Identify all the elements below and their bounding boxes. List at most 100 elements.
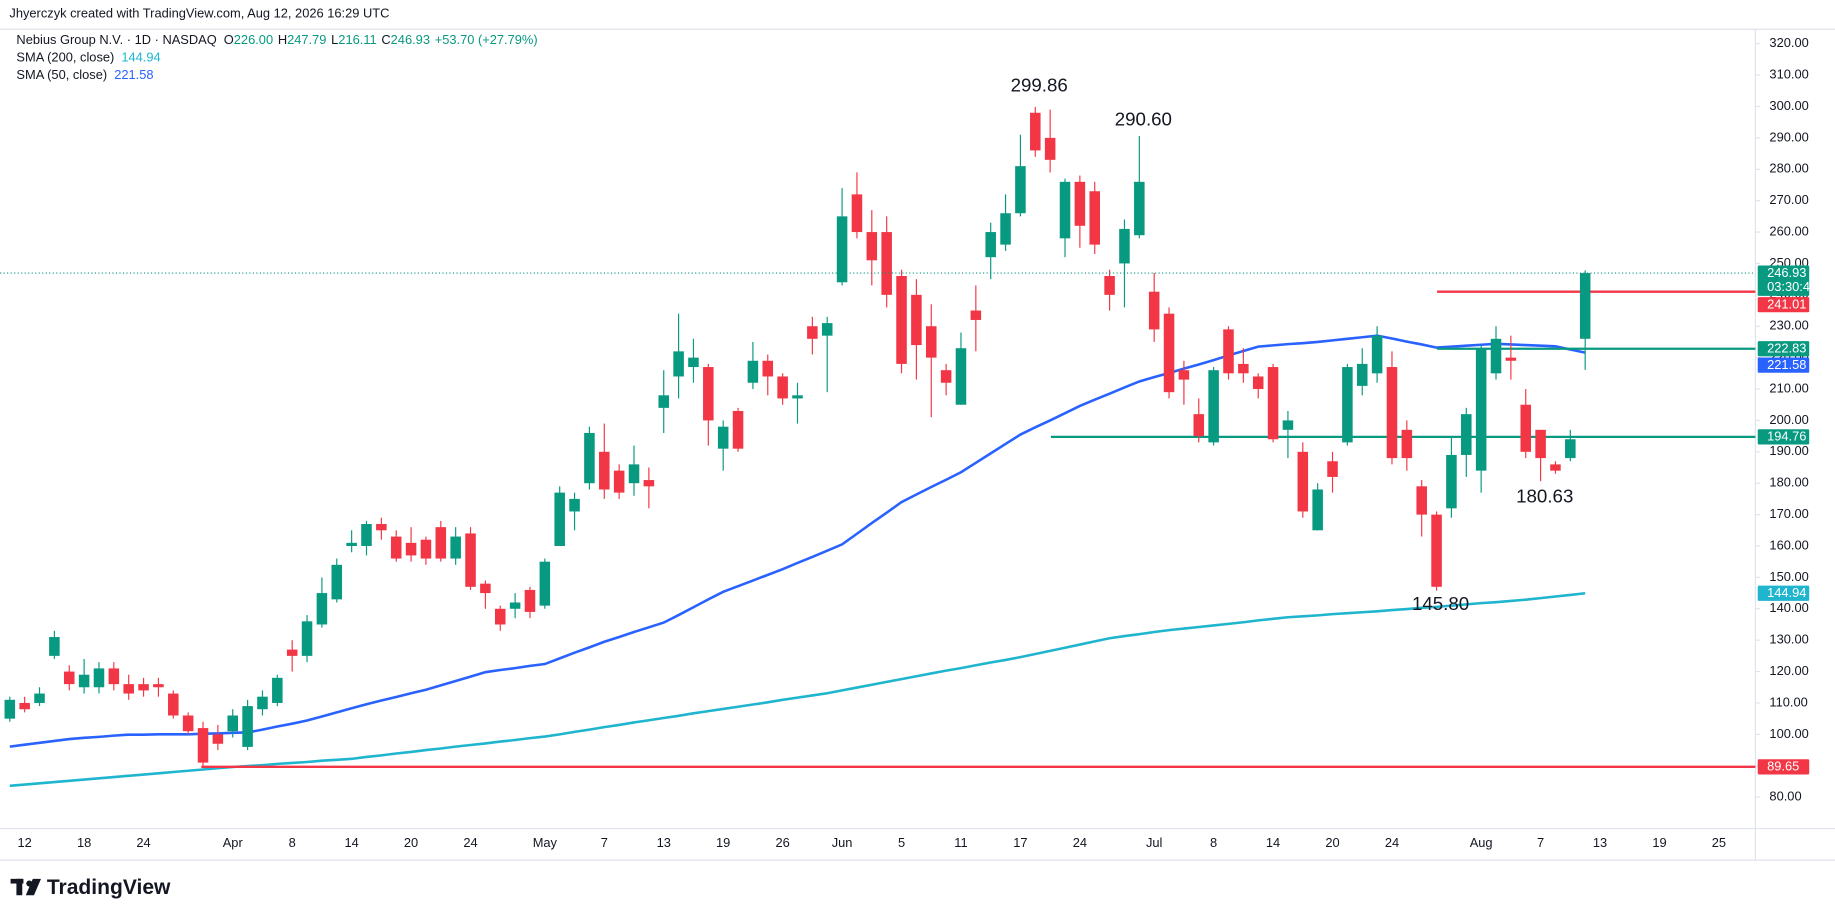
logo <box>10 878 41 896</box>
x-tick-label: Apr <box>223 835 244 850</box>
candle-body <box>792 395 803 399</box>
candle-body <box>1015 166 1026 214</box>
candle-body <box>63 671 75 685</box>
candle-body <box>286 649 298 656</box>
candle-body <box>1371 335 1383 374</box>
candle-body <box>346 542 357 546</box>
x-tick-label: 20 <box>1325 835 1339 850</box>
candle-body <box>168 693 179 716</box>
y-tick-label: 230.00 <box>1769 318 1808 333</box>
y-tick-label: 170.00 <box>1769 506 1808 521</box>
candle-body <box>524 589 536 612</box>
price-badge <box>1757 759 1810 775</box>
y-tick-label: 80.00 <box>1769 789 1801 804</box>
annotation: 290.60 <box>1115 108 1172 129</box>
candle-body <box>554 492 565 546</box>
candle-body <box>1342 367 1353 443</box>
y-tick-label: 290.00 <box>1769 129 1808 144</box>
indicator-legend: SMA (200, close) 144.94 <box>16 50 160 65</box>
countdown: 03:30:45 <box>1767 279 1817 294</box>
candle-body <box>450 536 461 559</box>
logo-slash <box>25 878 41 896</box>
price-badge-label: 246.93 <box>1767 265 1806 280</box>
candle-body <box>182 715 194 732</box>
candle-body <box>480 583 491 594</box>
candle-body <box>911 294 922 346</box>
indicator-legend: SMA (50, close) 221.58 <box>16 67 153 82</box>
candle-body <box>881 232 892 295</box>
y-tick-label: 200.00 <box>1769 412 1808 427</box>
candle-body <box>1505 357 1517 361</box>
logo-stem <box>16 878 23 896</box>
candle-body <box>108 668 120 685</box>
candle-body <box>613 470 625 493</box>
x-tick-label: 12 <box>18 835 32 850</box>
price-badge-label: 194.76 <box>1767 429 1806 444</box>
price-badge-label: 144.94 <box>1767 585 1806 600</box>
candle-body <box>1059 181 1071 239</box>
x-tick-label: Jul <box>1146 835 1162 850</box>
candle-body <box>1297 451 1309 512</box>
ohlc-key: C <box>381 32 390 47</box>
indicator-value: 144.94 <box>121 50 160 65</box>
candle-body <box>1074 181 1086 226</box>
ohlc-value: 226.00 <box>234 32 273 47</box>
candle-body <box>405 542 417 556</box>
candle-body <box>316 593 328 625</box>
candle-body <box>4 699 16 719</box>
candle-body <box>1401 429 1413 459</box>
candle-body <box>1163 313 1175 393</box>
x-tick-label: May <box>533 835 558 850</box>
candle-body <box>970 310 982 320</box>
price-badge <box>1757 297 1810 313</box>
x-tick-label: 11 <box>954 835 967 850</box>
y-tick-label: 130.00 <box>1769 632 1808 647</box>
annotation: 299.86 <box>1011 75 1068 96</box>
candle-body <box>762 360 774 377</box>
x-tick-label: 14 <box>1266 835 1280 850</box>
candle-body <box>1148 291 1160 330</box>
candle-body <box>494 608 506 625</box>
candle-body <box>643 480 655 487</box>
candle-body <box>78 674 90 688</box>
candle-body <box>628 464 640 484</box>
candle-body <box>1461 414 1472 455</box>
candle-body <box>465 533 476 587</box>
x-tick-label: 24 <box>1385 835 1399 850</box>
candle-body <box>123 684 134 694</box>
candle-body <box>1000 213 1011 245</box>
price-badge <box>1757 341 1810 357</box>
y-tick-label: 280.00 <box>1769 161 1808 176</box>
candle-body <box>747 360 759 383</box>
x-tick-label: 20 <box>404 835 418 850</box>
candle-body <box>1134 181 1145 236</box>
x-tick-label: 24 <box>463 835 477 850</box>
candle-body <box>1252 376 1264 390</box>
y-tick-label: 260.00 <box>1769 223 1808 238</box>
candle-body <box>569 498 580 512</box>
candle-body <box>1386 367 1398 459</box>
y-tick-label: 110.00 <box>1769 694 1807 709</box>
y-tick-label: 300.00 <box>1769 98 1808 113</box>
candle-body <box>925 326 937 358</box>
candle-body <box>19 702 30 710</box>
candle-body <box>1550 464 1561 471</box>
indicator-name: SMA (50, close) <box>16 67 107 82</box>
x-tick-label: 25 <box>1712 835 1726 850</box>
price-badge <box>1757 265 1810 296</box>
candle-body <box>1446 454 1457 509</box>
x-tick-label: 8 <box>1210 835 1217 850</box>
price-badge-label: 222.83 <box>1767 341 1806 356</box>
candle-body <box>1431 514 1442 587</box>
candle-body <box>703 367 714 421</box>
y-tick-label: 190.00 <box>1769 443 1808 458</box>
candle-body <box>1579 273 1591 339</box>
candle-body <box>1535 429 1546 459</box>
candle-body <box>1104 276 1115 295</box>
candle-body <box>821 323 833 336</box>
price-badge <box>1757 429 1810 445</box>
candle-body <box>985 232 996 258</box>
annotation: 145.80 <box>1412 593 1469 614</box>
